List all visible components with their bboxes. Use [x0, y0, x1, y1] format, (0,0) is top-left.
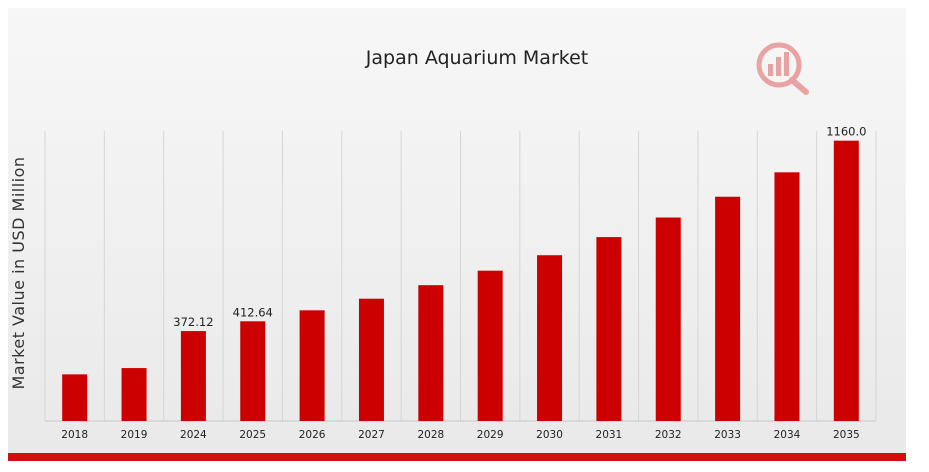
- data-labels: 372.12 412.64 1160.0: [173, 125, 866, 329]
- x-tick-label-2035: 2035: [833, 429, 860, 441]
- x-tick-label-2024: 2024: [180, 429, 207, 441]
- bar-2028: [418, 285, 444, 421]
- bottom-accent-bar: [8, 453, 906, 461]
- x-tick-label-2019: 2019: [121, 429, 148, 441]
- data-label-2035: 1160.0: [826, 125, 866, 139]
- bar-2031: [596, 237, 622, 421]
- bar-2019: [121, 368, 147, 421]
- bars: [62, 140, 859, 421]
- bar-2033: [715, 196, 741, 421]
- bar-2026: [299, 310, 325, 421]
- bar-2030: [537, 255, 563, 421]
- x-tick-label-2034: 2034: [774, 429, 801, 441]
- x-tick-label-2025: 2025: [239, 429, 266, 441]
- bar-2027: [358, 298, 384, 421]
- brand-watermark-icon: [756, 42, 809, 95]
- grid-lines: [44, 131, 877, 421]
- x-tick-label-2028: 2028: [417, 429, 444, 441]
- y-axis-label: Market Value in USD Million: [9, 156, 28, 389]
- chart-panel: [8, 8, 906, 453]
- bar-2029: [477, 270, 503, 421]
- bar-2025: [240, 321, 266, 421]
- x-tick-label-2033: 2033: [714, 429, 741, 441]
- data-label-2025: 412.64: [233, 305, 273, 319]
- x-tick-label-2018: 2018: [61, 429, 88, 441]
- bar-2018: [62, 374, 88, 421]
- bar-2024: [180, 331, 206, 421]
- x-tick-label-2032: 2032: [655, 429, 682, 441]
- x-tick-label-2031: 2031: [596, 429, 623, 441]
- bar-2032: [655, 217, 681, 421]
- x-tick-labels: 2018 2019 2024 2025 2026 2027 2028 2029 2030 2031…: [61, 429, 859, 441]
- bar-2035: [833, 140, 859, 421]
- x-tick-label-2026: 2026: [299, 429, 326, 441]
- x-tick-label-2030: 2030: [536, 429, 563, 441]
- chart-title: Japan Aquarium Market: [365, 47, 588, 69]
- bar-2034: [774, 172, 800, 421]
- x-tick-label-2027: 2027: [358, 429, 385, 441]
- data-label-2024: 372.12: [173, 315, 213, 329]
- x-tick-label-2029: 2029: [477, 429, 504, 441]
